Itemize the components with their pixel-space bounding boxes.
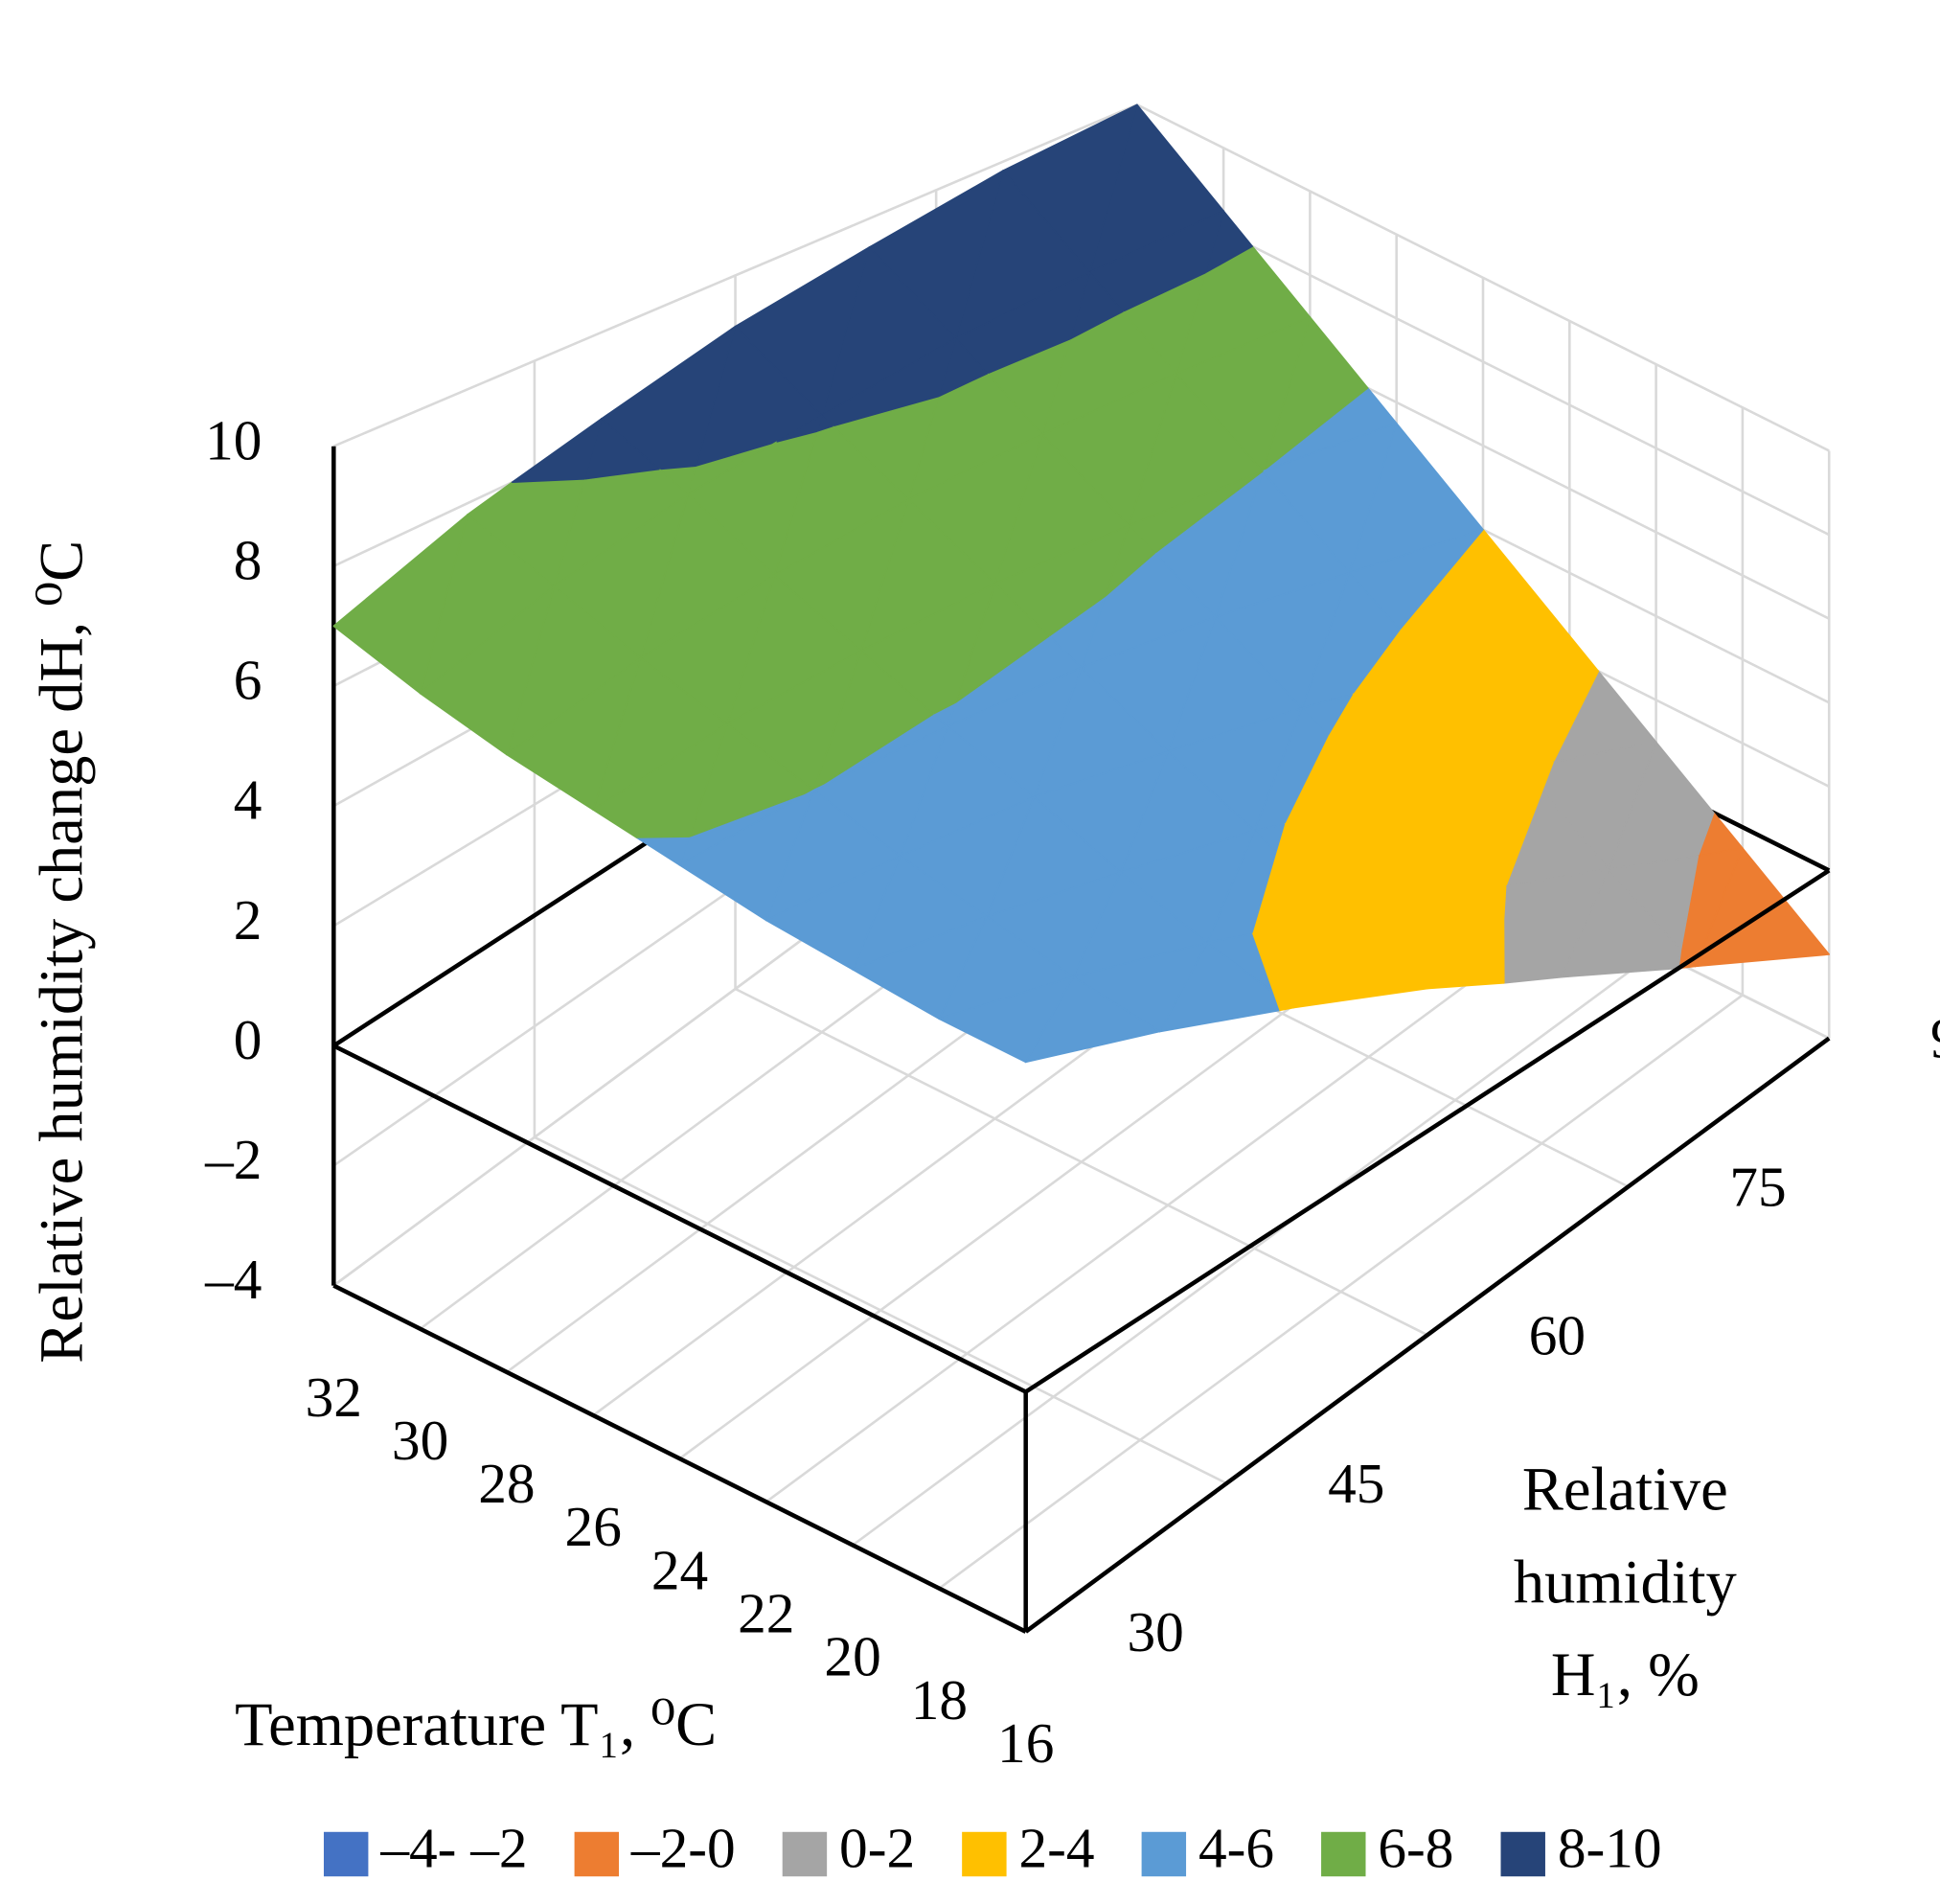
surface-facet [938,975,1074,1064]
legend-label: –4- –2 [379,1817,527,1880]
legend-swatch [1321,1831,1366,1877]
y-tick-label: 75 [1729,1155,1786,1218]
y-axis-title: humidity [1514,1548,1737,1616]
x-tick-label: 32 [306,1365,362,1429]
y-tick-label: 45 [1328,1452,1384,1515]
surface-facet [332,514,468,695]
grid-line [534,1136,1227,1485]
x-tick-label: 18 [911,1668,968,1732]
y-tick-label: 60 [1529,1303,1586,1366]
grid-line [734,987,1428,1337]
x-tick-label: 22 [738,1582,794,1645]
z-tick-label: 8 [234,528,262,591]
legend-label: 8-10 [1558,1817,1662,1880]
surface-facet [852,915,988,1021]
z-axis-title: Relative humidity change dH, ⁰C [28,540,96,1364]
legend-label: 4-6 [1198,1817,1274,1880]
x-tick-label: 26 [565,1495,622,1558]
surface-facet [592,723,728,838]
z-tick-label: 10 [205,408,262,471]
y-axis-title: H₁, % [1551,1640,1700,1709]
x-axis-title: Temperature T₁, ⁰C [235,1690,717,1758]
legend-swatch [574,1831,620,1877]
z-tick-label: –2 [204,1128,262,1191]
legend-label: 0-2 [839,1817,915,1880]
surface-facet [419,585,556,756]
axis-line [332,1283,1027,1634]
legend-swatch [782,1831,828,1877]
z-tick-label: 0 [234,1008,262,1071]
legend-swatch [323,1831,369,1877]
zero-plane-edge [332,1044,1027,1394]
legend-swatch [962,1831,1007,1877]
z-tick-label: 2 [234,888,262,952]
z-tick-label: 4 [234,768,262,832]
z-tick-label: –4 [204,1248,262,1311]
surface-facet [765,855,902,971]
legend-label: 2-4 [1018,1817,1094,1880]
y-axis-title: Relative [1522,1456,1728,1524]
surface-facet [678,789,815,922]
legend-swatch [1141,1831,1187,1877]
legend-label: –2-0 [630,1817,736,1880]
surface-facet [511,418,603,484]
x-tick-label: 28 [478,1452,535,1515]
x-tick-label: 30 [392,1409,448,1472]
legend-label: 6-8 [1378,1817,1453,1880]
x-tick-label: 20 [824,1625,880,1688]
surface-facet [635,836,691,866]
y-tick-label: 90 [1930,1007,1940,1070]
y-tick-label: 30 [1127,1600,1183,1663]
surface-facet [776,414,823,443]
x-tick-label: 16 [997,1711,1054,1775]
x-tick-label: 24 [651,1538,708,1601]
plot: Relative humidity change dH, ⁰C Temperat… [28,103,1940,1880]
surface-facet [506,657,642,811]
z-tick-label: 6 [234,649,262,712]
legend-swatch [1500,1831,1545,1877]
axis-line [1024,1036,1831,1634]
zero-plane-edge [1024,868,1831,1394]
